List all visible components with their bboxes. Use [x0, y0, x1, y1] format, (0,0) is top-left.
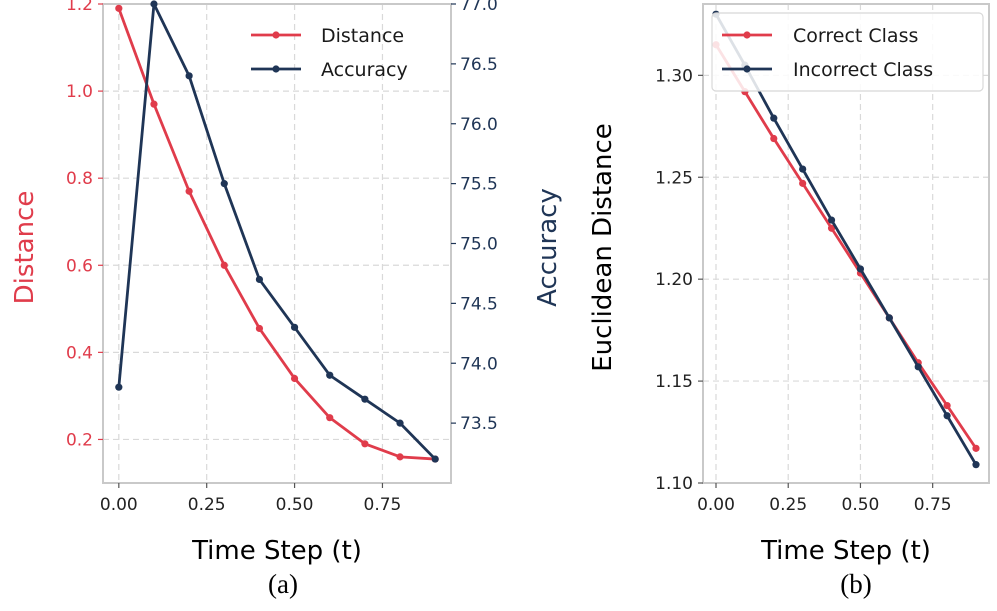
x-tick-label: 0.75: [914, 495, 952, 515]
y-tick-label: 1.20: [655, 270, 693, 290]
data-point: [115, 383, 123, 391]
data-point: [115, 4, 123, 12]
y-right-axis-label: Accuracy: [533, 188, 563, 307]
legend-label: Distance: [321, 25, 404, 47]
panel-label: (b): [840, 569, 871, 599]
legend-label: Incorrect Class: [793, 59, 933, 81]
x-tick-label: 0.00: [697, 495, 735, 515]
y-left-tick-label: 0.4: [66, 343, 93, 363]
data-point: [220, 180, 228, 188]
data-point: [827, 224, 836, 232]
x-axis-label: Time Step (t): [760, 536, 931, 566]
legend-marker: [272, 65, 280, 73]
y-right-tick-label: 75.0: [460, 235, 498, 255]
plot-frame: [702, 3, 990, 484]
data-point: [255, 324, 264, 333]
panel-a-chart: 0.00 0.25 0.50 0.75 0.2 0.4 0.6 0.8 1.0 1.2 73.5 74…: [10, 0, 563, 599]
y-left-axis-label: Distance: [10, 191, 40, 305]
data-point: [972, 444, 980, 452]
legend-box: [711, 12, 984, 92]
y-left-tick-label: 1.2: [66, 0, 93, 15]
data-point: [185, 187, 193, 195]
data-point: [914, 363, 922, 371]
data-point: [396, 453, 404, 461]
data-point: [770, 134, 778, 143]
y-right-tick-label: 77.0: [460, 0, 498, 15]
data-point: [150, 100, 158, 108]
y-left-tick-label: 0.2: [66, 430, 93, 450]
panel-b-chart: 0.00 0.25 0.50 0.75 1.10 1.15 1.20 1.25 1.30 Time…: [588, 3, 990, 599]
data-point: [827, 216, 836, 224]
x-tick-label: 0.50: [842, 495, 880, 515]
x-tick-label: 0.00: [100, 495, 138, 515]
data-point: [326, 414, 334, 422]
data-point: [972, 461, 980, 469]
x-axis-label: Time Step (t): [191, 536, 362, 566]
y-left-tick-label: 1.0: [66, 82, 93, 102]
data-point: [856, 265, 865, 273]
data-point: [361, 395, 369, 403]
legend-marker: [743, 65, 751, 73]
data-point: [361, 440, 369, 448]
data-point: [943, 412, 951, 420]
data-point: [431, 455, 439, 463]
series-line-incorrect-class: [714, 13, 978, 466]
y-right-tick-label: 73.5: [460, 414, 498, 434]
x-tick-label: 0.25: [188, 495, 226, 515]
legend-label: Accuracy: [321, 59, 408, 81]
y-tick-label: 1.15: [655, 372, 693, 392]
legend-marker: [272, 31, 280, 39]
data-point: [150, 0, 158, 8]
x-tick-label: 0.25: [769, 495, 807, 515]
data-point: [396, 419, 404, 427]
legend: Correct Class Incorrect Class: [711, 12, 984, 92]
y-axis-label: Euclidean Distance: [588, 123, 618, 372]
x-tick-label: 0.50: [276, 495, 314, 515]
y-right-tick-label: 76.0: [460, 115, 498, 135]
series-line-accuracy: [117, 2, 437, 461]
data-point: [185, 72, 193, 80]
data-point: [943, 401, 951, 410]
data-point: [326, 371, 334, 379]
data-point: [799, 179, 807, 187]
y-left-tick-label: 0.6: [66, 256, 93, 276]
legend-marker: [743, 31, 751, 39]
y-tick-label: 1.10: [655, 474, 693, 494]
legend-label: Correct Class: [793, 25, 918, 47]
y-left-tick-label: 0.8: [66, 169, 93, 189]
y-right-tick-label: 74.5: [460, 294, 498, 314]
data-point: [799, 165, 807, 173]
data-point: [290, 323, 299, 331]
data-point: [885, 314, 893, 322]
y-right-tick-label: 74.0: [460, 354, 498, 374]
data-point: [220, 261, 228, 269]
y-tick-label: 1.25: [655, 168, 693, 188]
data-point: [290, 374, 299, 383]
series-line-distance: [117, 7, 436, 461]
x-tick-label: 0.75: [364, 495, 402, 515]
panel-label: (a): [268, 569, 298, 599]
data-point: [770, 114, 778, 122]
y-tick-label: 1.30: [655, 66, 693, 86]
y-right-tick-label: 76.5: [460, 55, 498, 75]
legend: Distance Accuracy: [251, 25, 408, 81]
y-right-tick-label: 75.5: [460, 175, 498, 195]
data-point: [255, 275, 264, 284]
series-line-correct-class: [714, 44, 978, 450]
